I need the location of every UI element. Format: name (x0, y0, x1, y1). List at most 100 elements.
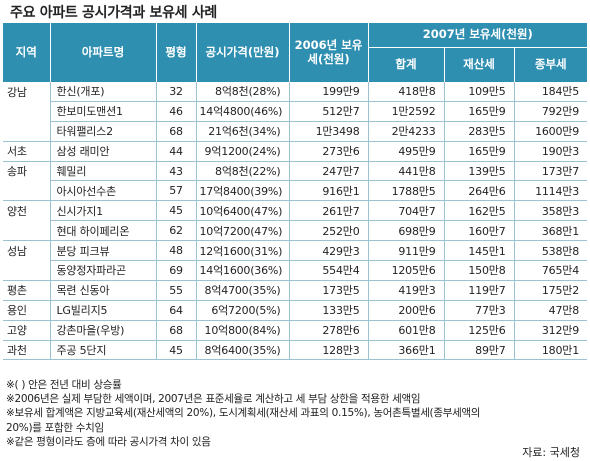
comprehensive-tax-cell: 765만4 (513, 260, 587, 281)
footnote: 20%)를 포함한 수치임 (6, 421, 104, 434)
apartment-cell: 아시아선수촌 (49, 180, 156, 202)
tax-2007-total-cell: 911만9 (367, 240, 444, 262)
header-region: 지역 (3, 23, 50, 82)
area-cell: 45 (155, 340, 196, 361)
tax-2006-cell: 199만9 (288, 82, 368, 102)
area-cell: 48 (155, 240, 196, 262)
tax-2006-cell: 554만4 (288, 260, 368, 281)
tax-2007-total-cell: 418만8 (367, 82, 444, 102)
area-cell: 62 (155, 220, 196, 242)
area-cell: 64 (155, 300, 196, 321)
tax-2007-total-cell: 1205만6 (367, 260, 444, 281)
table-row: 타워팰리스2 68 21억6천(34%) 1만3498 2만4233 283만5 1600만… (3, 121, 587, 142)
table-row: 현대 하이페리온 62 10억7200(47%) 252만0 698만9 160만7 368… (3, 220, 587, 242)
apartment-cell: 동양정자파라곤 (49, 260, 156, 281)
comprehensive-tax-cell: 312만9 (513, 320, 587, 341)
region-cell: 서초 (3, 141, 50, 162)
apartment-cell: 목련 신동아 (49, 280, 156, 301)
property-tax-cell: 165만9 (443, 141, 514, 162)
table-row: 용인 LG빌리지5 64 6억7200(5%) 133만5 200만6 77만3 47만8 (3, 300, 587, 321)
region-cell (3, 180, 50, 202)
table-row: 양천 신시가지1 45 10억6400(47%) 261만7 704만7 162만5 358만… (3, 200, 587, 222)
price-cell: 9억1200(24%) (195, 141, 289, 162)
tax-2006-cell: 128만3 (288, 340, 368, 361)
region-cell: 용인 (3, 300, 50, 321)
price-cell: 14억4800(46%) (195, 101, 289, 122)
tax-2007-total-cell: 419만3 (367, 280, 444, 301)
source-credit: 자료: 국세청 (522, 446, 580, 459)
comprehensive-tax-cell: 538만8 (513, 240, 587, 262)
header-apartment: 아파트명 (49, 23, 156, 82)
property-tax-cell: 283만5 (443, 121, 514, 142)
header-tax-2007: 2007년 보유세(천원) (367, 23, 587, 48)
region-cell: 과천 (3, 340, 50, 361)
apartment-cell: 주공 5단지 (49, 340, 156, 361)
property-tax-cell: 109만5 (443, 82, 514, 102)
apartment-cell: 한신(개포) (49, 82, 156, 102)
comprehensive-tax-cell: 173만7 (513, 161, 587, 182)
price-cell: 10억7200(47%) (195, 220, 289, 242)
region-cell (3, 220, 50, 242)
table-row: 송파 훼밀리 43 8억8천(22%) 247만7 441만8 139만5 173만7 (3, 161, 587, 182)
property-tax-cell: 264만6 (443, 180, 514, 202)
tax-2007-total-cell: 200만6 (367, 300, 444, 321)
apartment-cell: 현대 하이페리온 (49, 220, 156, 242)
comprehensive-tax-cell: 792만9 (513, 101, 587, 122)
tax-2007-total-cell: 1788만5 (367, 180, 444, 202)
tax-2007-total-cell: 495만9 (367, 141, 444, 162)
price-cell: 6억7200(5%) (195, 300, 289, 321)
area-cell: 46 (155, 101, 196, 122)
tax-2006-cell: 429만3 (288, 240, 368, 262)
tax-2007-total-cell: 441만8 (367, 161, 444, 182)
comprehensive-tax-cell: 184만5 (513, 82, 587, 102)
tax-2007-total-cell: 704만7 (367, 200, 444, 222)
page-title: 주요 아파트 공시가격과 보유세 사례 (10, 5, 217, 21)
price-cell: 10억800(84%) (195, 320, 289, 341)
region-cell: 평촌 (3, 280, 50, 301)
tax-2006-cell: 173만5 (288, 280, 368, 301)
table-row: 한보미도맨션1 46 14억4800(46%) 512만7 1만2592 165만9 792… (3, 101, 587, 122)
table-row: 과천 주공 5단지 45 8억6400(35%) 128만3 366만1 89만7 180만1 (3, 340, 587, 361)
table-body: 강남 한신(개포) 32 8억8천(28%) 199만9 418만8 109만5 184만5 한… (3, 82, 587, 361)
comprehensive-tax-cell: 47만8 (513, 300, 587, 321)
tax-2006-cell: 261만7 (288, 200, 368, 222)
header-comprehensive-tax: 종부세 (513, 47, 587, 82)
property-tax-cell: 77만3 (443, 300, 514, 321)
footnote: ※( ) 안은 전년 대비 상승률 (6, 379, 122, 391)
header-area: 평형 (155, 23, 196, 82)
apartment-cell: 타워팰리스2 (49, 121, 156, 142)
property-tax-cell: 119만7 (443, 280, 514, 301)
comprehensive-tax-cell: 190만3 (513, 141, 587, 162)
tax-2007-total-cell: 698만9 (367, 220, 444, 242)
price-cell: 14억1600(36%) (195, 260, 289, 281)
tax-2006-cell: 273만6 (288, 141, 368, 162)
table-row: 동양정자파라곤 69 14억1600(36%) 554만4 1205만6 150만8 765… (3, 260, 587, 281)
header-property-tax: 재산세 (443, 47, 514, 82)
header-row-top: 지역 아파트명 평형 공시가격(만원) 2006년 보유세(천원) 2007년 … (3, 23, 587, 82)
footnotes: ※( ) 안은 전년 대비 상승률 ※2006년은 실제 부담한 세액이며, 20… (6, 378, 586, 449)
region-cell: 강남 (7, 85, 27, 99)
price-cell: 8억8천(22%) (195, 161, 289, 182)
apartment-cell: 삼성 래미안 (49, 141, 156, 162)
region-cell: 고양 (3, 320, 50, 341)
comprehensive-tax-cell: 1600만9 (513, 121, 587, 142)
area-cell: 68 (155, 320, 196, 341)
header-price: 공시가격(만원) (195, 23, 289, 82)
price-cell: 8억4700(35%) (195, 280, 289, 301)
table-row: 아시아선수촌 57 17억8400(39%) 916만1 1788만5 264만6 1114… (3, 180, 587, 202)
area-cell: 32 (155, 82, 196, 102)
property-tax-cell: 165만9 (443, 101, 514, 122)
area-cell: 57 (155, 180, 196, 202)
price-cell: 12억1600(31%) (195, 240, 289, 262)
tax-2006-cell: 1만3498 (288, 121, 368, 142)
tax-2006-cell: 247만7 (288, 161, 368, 182)
tax-2007-total-cell: 1만2592 (367, 101, 444, 122)
footnote: ※같은 평형이라도 층에 따라 공시가격 차이 있음 (6, 435, 211, 448)
area-cell: 55 (155, 280, 196, 301)
comprehensive-tax-cell: 180만1 (513, 340, 587, 361)
tax-2006-cell: 252만0 (288, 220, 368, 242)
region-cell (3, 121, 50, 142)
apartment-cell: 강촌마을(우방) (49, 320, 156, 341)
area-cell: 68 (155, 121, 196, 142)
